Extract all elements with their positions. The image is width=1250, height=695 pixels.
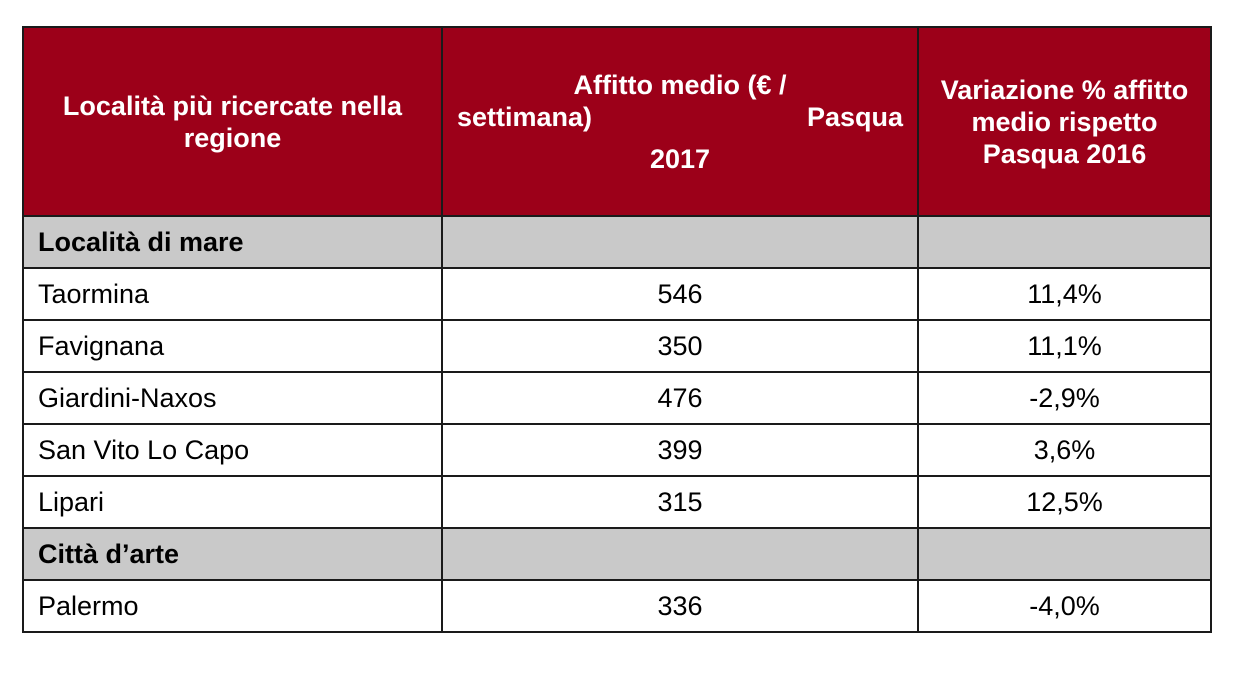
table-row: Giardini-Naxos 476 -2,9% (22, 371, 1212, 425)
change-value: -2,9% (917, 371, 1212, 425)
header-change: Variazione % affitto medio rispetto Pasq… (917, 26, 1212, 217)
location-name: Palermo (22, 579, 443, 633)
change-value: -4,0% (917, 579, 1212, 633)
header-rent: Affitto medio (€ / settimana) Pasqua 201… (441, 26, 919, 217)
section-row: Città d’arte (22, 527, 1212, 581)
header-rent-line2-right: Pasqua (806, 101, 903, 132)
table-row: Favignana 350 11,1% (22, 319, 1212, 373)
location-name: Taormina (22, 267, 443, 321)
location-name: San Vito Lo Capo (22, 423, 443, 477)
change-value: 12,5% (917, 475, 1212, 529)
table-row: San Vito Lo Capo 399 3,6% (22, 423, 1212, 477)
rent-value: 315 (441, 475, 919, 529)
table-row: Palermo 336 -4,0% (22, 579, 1212, 633)
table-row: Lipari 315 12,5% (22, 475, 1212, 529)
section-empty-cell (917, 215, 1212, 269)
change-value: 11,4% (917, 267, 1212, 321)
header-rent-line2-left: settimana) (457, 101, 593, 132)
section-row: Località di mare (22, 215, 1212, 269)
location-name: Favignana (22, 319, 443, 373)
section-empty-cell (441, 527, 919, 581)
section-empty-cell (441, 215, 919, 269)
location-name: Lipari (22, 475, 443, 529)
location-name: Giardini-Naxos (22, 371, 443, 425)
section-title: Città d’arte (22, 527, 443, 581)
rent-value: 546 (441, 267, 919, 321)
section-empty-cell (917, 527, 1212, 581)
header-rent-line2: settimana) Pasqua (457, 101, 903, 133)
header-row: Località più ricercate nella regione Aff… (22, 26, 1212, 217)
header-rent-line1: Affitto medio (€ / (573, 69, 787, 100)
rent-value: 336 (441, 579, 919, 633)
header-location: Località più ricercate nella regione (22, 26, 443, 217)
table-row: Taormina 546 11,4% (22, 267, 1212, 321)
change-value: 11,1% (917, 319, 1212, 373)
rent-value: 476 (441, 371, 919, 425)
rent-table: Località più ricercate nella regione Aff… (22, 26, 1212, 633)
header-rent-line3: 2017 (649, 143, 711, 174)
section-title: Località di mare (22, 215, 443, 269)
rent-value: 350 (441, 319, 919, 373)
change-value: 3,6% (917, 423, 1212, 477)
rent-value: 399 (441, 423, 919, 477)
